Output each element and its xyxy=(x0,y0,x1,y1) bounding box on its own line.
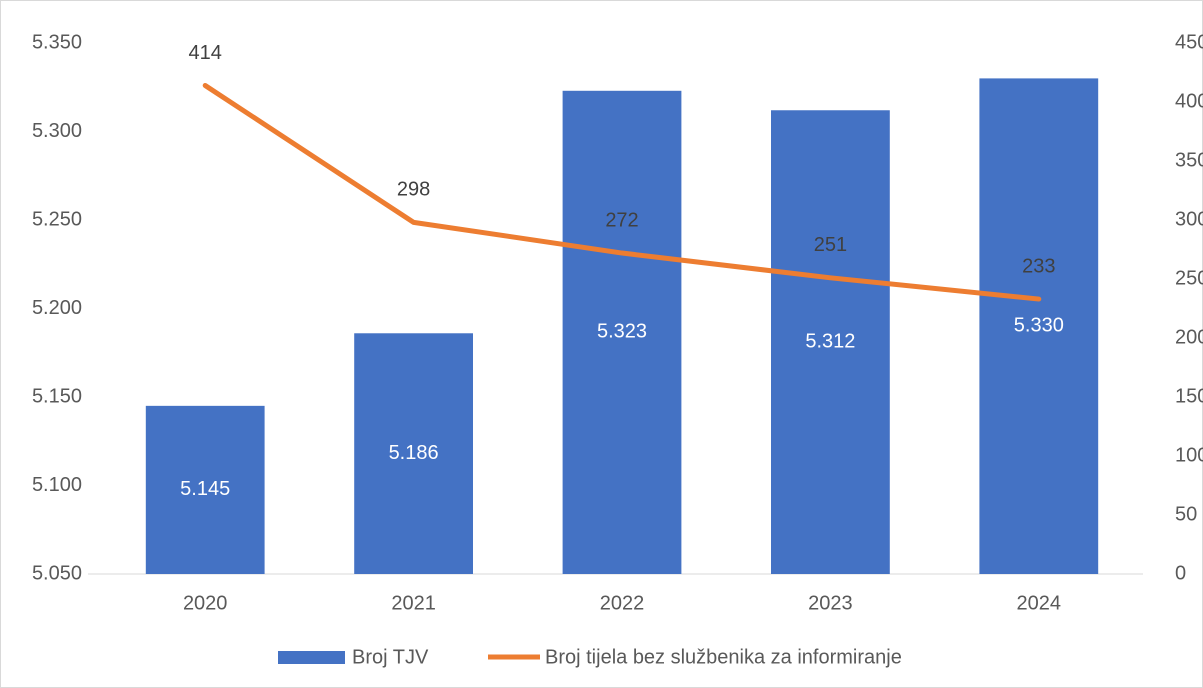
y-tick-label: 5.050 xyxy=(32,562,82,584)
bar-value-label: 5.312 xyxy=(805,330,855,352)
bar-value-label: 5.323 xyxy=(597,321,647,343)
x-tick-label: 2024 xyxy=(1017,592,1062,614)
y-tick-label: 5.150 xyxy=(32,385,82,407)
x-tick-label: 2022 xyxy=(600,592,645,614)
bar xyxy=(979,78,1099,575)
y-tick-label: 5.200 xyxy=(32,297,82,319)
line-value-label: 272 xyxy=(605,209,638,231)
legend-label: Broj tijela bez službenika za informiran… xyxy=(545,646,902,668)
bar xyxy=(145,405,265,574)
y2-tick-label: 300 xyxy=(1175,208,1203,230)
y-tick-label: 5.300 xyxy=(32,120,82,142)
x-tick-label: 2021 xyxy=(391,592,436,614)
legend-swatch xyxy=(278,651,345,664)
y-tick-label: 5.350 xyxy=(32,31,82,53)
y2-tick-label: 50 xyxy=(1175,503,1197,525)
y2-tick-label: 200 xyxy=(1175,326,1203,348)
y-tick-label: 5.250 xyxy=(32,208,82,230)
bar xyxy=(562,90,682,574)
bar xyxy=(354,333,473,574)
y2-tick-label: 250 xyxy=(1175,267,1203,289)
line-value-label: 233 xyxy=(1022,255,1055,277)
y2-tick-label: 100 xyxy=(1175,444,1203,466)
y2-tick-label: 0 xyxy=(1175,562,1186,584)
x-tick-label: 2023 xyxy=(808,592,853,614)
line-series xyxy=(202,82,1042,302)
x-tick-label: 2020 xyxy=(183,592,228,614)
bar-value-label: 5.330 xyxy=(1014,314,1064,336)
y2-tick-label: 400 xyxy=(1175,90,1203,112)
line-value-label: 251 xyxy=(814,234,847,256)
y2-tick-label: 150 xyxy=(1175,385,1203,407)
line-value-label: 414 xyxy=(189,42,222,64)
legend-label: Broj TJV xyxy=(352,646,429,668)
bar xyxy=(771,110,890,574)
y2-tick-label: 450 xyxy=(1175,31,1203,53)
y-tick-label: 5.100 xyxy=(32,474,82,496)
y2-tick-label: 350 xyxy=(1175,149,1203,171)
line-value-label: 298 xyxy=(397,179,430,201)
bar-value-label: 5.186 xyxy=(389,442,439,464)
bar-value-label: 5.145 xyxy=(180,478,230,500)
